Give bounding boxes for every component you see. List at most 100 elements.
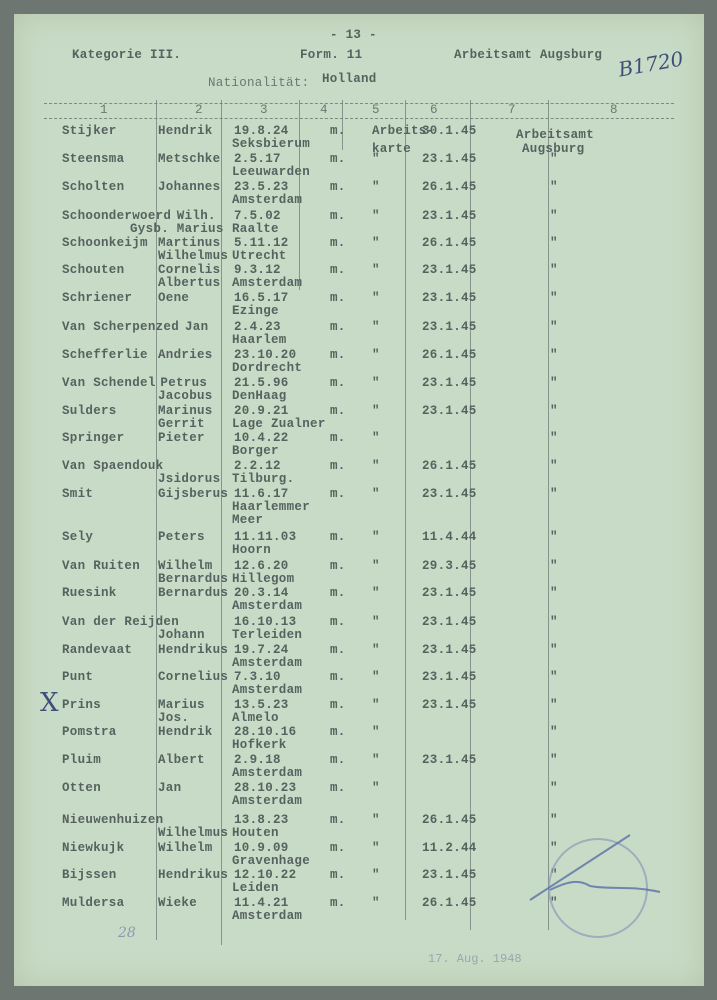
row-sex: m. (330, 698, 346, 712)
row-place: Haarlemmer Meer (232, 500, 311, 527)
row-c5: " (372, 643, 380, 657)
row-given: Hendrikus (158, 868, 229, 882)
row-dob: 2.2.12 (234, 459, 281, 473)
row-sex: m. (330, 753, 346, 767)
row-dob: 5.11.12 (234, 236, 289, 250)
row-c5: " (372, 615, 380, 629)
row1-col5-line2: karte (372, 142, 412, 156)
row-given: Cornelius (158, 670, 229, 684)
row-c6: 26.1.45 (422, 459, 477, 473)
header-rule-bottom (44, 118, 674, 119)
row-place: Amsterdam (232, 599, 303, 613)
row-c5: " (372, 459, 380, 473)
row-given2: Gysb. Marius (130, 222, 224, 236)
row-sex: m. (330, 896, 346, 910)
row-dob: 19.8.24 (234, 124, 289, 138)
row-dob: 23.5.23 (234, 180, 289, 194)
row-c5: " (372, 698, 380, 712)
row-place: Raalte (232, 222, 279, 236)
row-dob: 11.6.17 (234, 487, 289, 501)
row-surname: Punt (62, 670, 94, 684)
row-given2: Wilhelmus (158, 826, 229, 840)
row-dob: 7.3.10 (234, 670, 281, 684)
row-place: Amsterdam (232, 656, 303, 670)
margin-mark: X (40, 688, 59, 718)
column-number: 2 (195, 103, 203, 117)
row-c8: " (550, 180, 558, 194)
row-place: Hillegom (232, 572, 295, 586)
column-number: 8 (610, 103, 618, 117)
row-sex: m. (330, 209, 346, 223)
row-c5: " (372, 841, 380, 855)
column-divider (221, 100, 222, 945)
row-given: Martinus (158, 236, 221, 250)
row-given: Wilhelm (158, 559, 213, 573)
office-name: Arbeitsamt Augsburg (454, 48, 603, 62)
row-c6: 23.1.45 (422, 404, 477, 418)
row-c6: 30.1.45 (422, 124, 477, 138)
row-surname: Schouten (62, 263, 125, 277)
row-given: Albert (158, 753, 205, 767)
row-c6: 26.1.45 (422, 348, 477, 362)
column-number: 4 (320, 103, 328, 117)
row-surname: Sulders (62, 404, 117, 418)
row-place: Lage Zualner (232, 417, 326, 431)
row-surname: Prins (62, 698, 102, 712)
row-given: Hendrikus (158, 643, 229, 657)
row-c5: " (372, 291, 380, 305)
column-divider (470, 100, 471, 930)
column-number: 6 (430, 103, 438, 117)
row-given: Jan (185, 320, 209, 334)
row-surname: Schefferlie (62, 348, 148, 362)
row-sex: m. (330, 376, 346, 390)
row-c5: " (372, 559, 380, 573)
row-c5: " (372, 263, 380, 277)
row-sex: m. (330, 615, 346, 629)
row-dob: 7.5.02 (234, 209, 281, 223)
row-given2: Jsidorus (158, 472, 221, 486)
row-given: Bernardus (158, 586, 229, 600)
row-c5: " (372, 236, 380, 250)
signature-icon (529, 834, 661, 901)
row-c5: " (372, 530, 380, 544)
column-divider (548, 100, 549, 930)
row-surname: Randevaat (62, 643, 133, 657)
row-sex: m. (330, 263, 346, 277)
row-c5: " (372, 725, 380, 739)
row-dob: 11.4.21 (234, 896, 289, 910)
row-dob: 28.10.16 (234, 725, 297, 739)
row-c8: " (550, 841, 558, 855)
row-given: Oene (158, 291, 190, 305)
row-surname: Springer (62, 431, 125, 445)
row-c5: " (372, 868, 380, 882)
row-c8: " (550, 813, 558, 827)
row-sex: m. (330, 459, 346, 473)
page-note: 28 (118, 925, 136, 941)
row-given: Marius (158, 698, 205, 712)
row-c8: " (550, 698, 558, 712)
row-dob: 13.5.23 (234, 698, 289, 712)
row-surname: Otten (62, 781, 102, 795)
row-c5: " (372, 487, 380, 501)
row-c6: 29.3.45 (422, 559, 477, 573)
row-c5: " (372, 753, 380, 767)
row-sex: m. (330, 670, 346, 684)
row-c6: 23.1.45 (422, 615, 477, 629)
row-c8: " (550, 487, 558, 501)
row-dob: 19.7.24 (234, 643, 289, 657)
row-dob: 2.9.18 (234, 753, 281, 767)
row-given: Petrus (160, 376, 208, 390)
row-dob: 10.4.22 (234, 431, 289, 445)
row-place: Borger (232, 444, 279, 458)
row-given: Andries (158, 348, 213, 362)
row-c6: 23.1.45 (422, 868, 477, 882)
row-c5: " (372, 813, 380, 827)
row-dob: 2.4.23 (234, 320, 281, 334)
row-sex: m. (330, 152, 346, 166)
row-c6: 26.1.45 (422, 180, 477, 194)
received-date-stamp: 17. Aug. 1948 (428, 952, 522, 966)
row1-col8-line2: Augsburg (522, 142, 585, 156)
row-place: Amsterdam (232, 766, 303, 780)
row-sex: m. (330, 559, 346, 573)
row-given: Wieke (158, 896, 198, 910)
